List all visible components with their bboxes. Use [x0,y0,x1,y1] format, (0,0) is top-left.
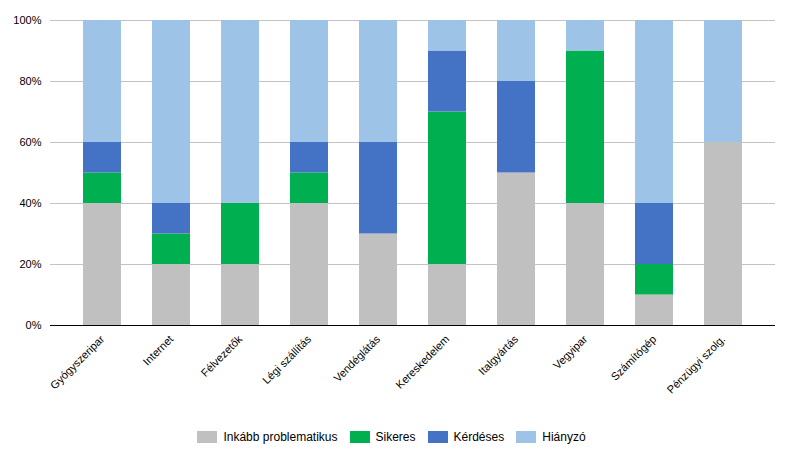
svg-text:80%: 80% [19,75,41,87]
svg-text:Vegyipar: Vegyipar [551,333,590,372]
svg-text:Internet: Internet [141,333,176,368]
html-text:Hiányzó: Hiányzó [542,429,586,444]
svg-text:40%: 40% [19,197,41,209]
svg-text:Kereskedelem: Kereskedelem [393,333,451,391]
svg-text:60%: 60% [19,136,41,148]
svg-text:Légi szállítás: Légi szállítás [260,332,314,386]
svg-text:0%: 0% [26,319,42,331]
html-text:Sikeres: Sikeres [375,429,416,444]
svg-text:Italgyártás: Italgyártás [476,332,521,377]
html-text:Kérdéses: Kérdéses [453,429,505,444]
svg-text:100%: 100% [13,14,41,26]
svg-text:Számítógép: Számítógép [608,333,658,383]
svg-text:Vendéglátás: Vendéglátás [331,332,383,384]
svg-text:Gyógyszeripar: Gyógyszeripar [48,333,107,392]
html-text:Inkább problematikus: Inkább problematikus [223,429,338,444]
svg-text:Pénzügyi szolg.: Pénzügyi szolg. [664,333,727,396]
svg-text:20%: 20% [19,258,41,270]
svg-text:Félvezetők: Félvezetők [198,332,244,378]
